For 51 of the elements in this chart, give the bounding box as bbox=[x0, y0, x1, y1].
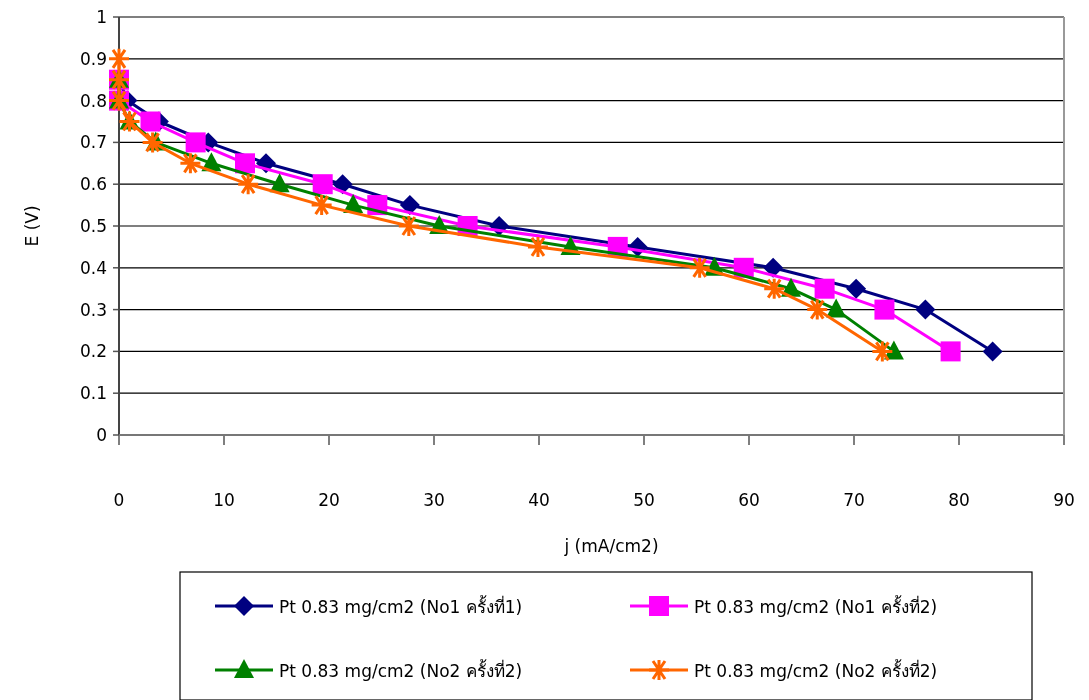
legend-label: Pt 0.83 mg/cm2 (No1 ครั้งที่1) bbox=[279, 595, 523, 617]
y-tick-label: 0.9 bbox=[79, 48, 107, 69]
x-tick-label: 40 bbox=[528, 490, 550, 510]
y-tick-label: 0.1 bbox=[79, 383, 107, 404]
point bbox=[235, 153, 255, 174]
point bbox=[236, 172, 260, 196]
y-axis-title: E (V) bbox=[22, 205, 42, 247]
y-tick-label: 0.5 bbox=[79, 216, 107, 236]
legend-label: Pt 0.83 mg/cm2 (No1 ครั้งที่2) bbox=[694, 595, 938, 617]
point bbox=[185, 132, 206, 153]
x-tick-label: 80 bbox=[948, 490, 970, 510]
x-tick-label: 10 bbox=[213, 490, 235, 510]
point bbox=[846, 278, 867, 299]
point bbox=[874, 299, 895, 320]
point bbox=[310, 193, 334, 217]
y-tick-label: 0.8 bbox=[79, 90, 107, 111]
y-tick-label: 0.6 bbox=[79, 174, 107, 195]
point bbox=[178, 151, 202, 175]
point bbox=[915, 299, 936, 320]
y-tick-label: 1 bbox=[96, 7, 107, 27]
point bbox=[269, 173, 290, 193]
point bbox=[940, 341, 961, 362]
y-tick-label: 0.2 bbox=[79, 341, 107, 362]
point bbox=[688, 256, 712, 280]
point bbox=[826, 298, 847, 318]
point bbox=[526, 235, 550, 259]
point bbox=[140, 111, 161, 132]
point bbox=[982, 341, 1003, 362]
point bbox=[397, 214, 421, 238]
y-tick-label: 0.4 bbox=[79, 257, 107, 278]
x-tick-label: 90 bbox=[1053, 490, 1075, 510]
x-tick-label: 20 bbox=[318, 490, 340, 510]
point bbox=[805, 298, 829, 322]
legend-label: Pt 0.83 mg/cm2 (No2 ครั้งที่2) bbox=[694, 659, 938, 681]
point bbox=[399, 195, 420, 216]
x-axis-title: j (mA/cm2) bbox=[563, 536, 659, 556]
point bbox=[312, 174, 333, 195]
x-tick-label: 60 bbox=[738, 490, 760, 510]
point bbox=[107, 47, 131, 71]
y-tick-label: 0.3 bbox=[79, 299, 107, 320]
x-tick-label: 50 bbox=[633, 490, 655, 510]
point bbox=[814, 278, 835, 299]
x-tick-label: 30 bbox=[423, 490, 445, 510]
y-tick-label: 0.7 bbox=[79, 132, 107, 153]
point bbox=[870, 339, 894, 363]
legend-label: Pt 0.83 mg/cm2 (No2 ครั้งที่2) bbox=[279, 659, 523, 681]
point bbox=[762, 277, 786, 301]
y-tick-label: 0 bbox=[96, 425, 107, 445]
x-tick-label: 0 bbox=[113, 490, 125, 510]
x-tick-label: 70 bbox=[843, 490, 865, 510]
point bbox=[332, 174, 353, 195]
